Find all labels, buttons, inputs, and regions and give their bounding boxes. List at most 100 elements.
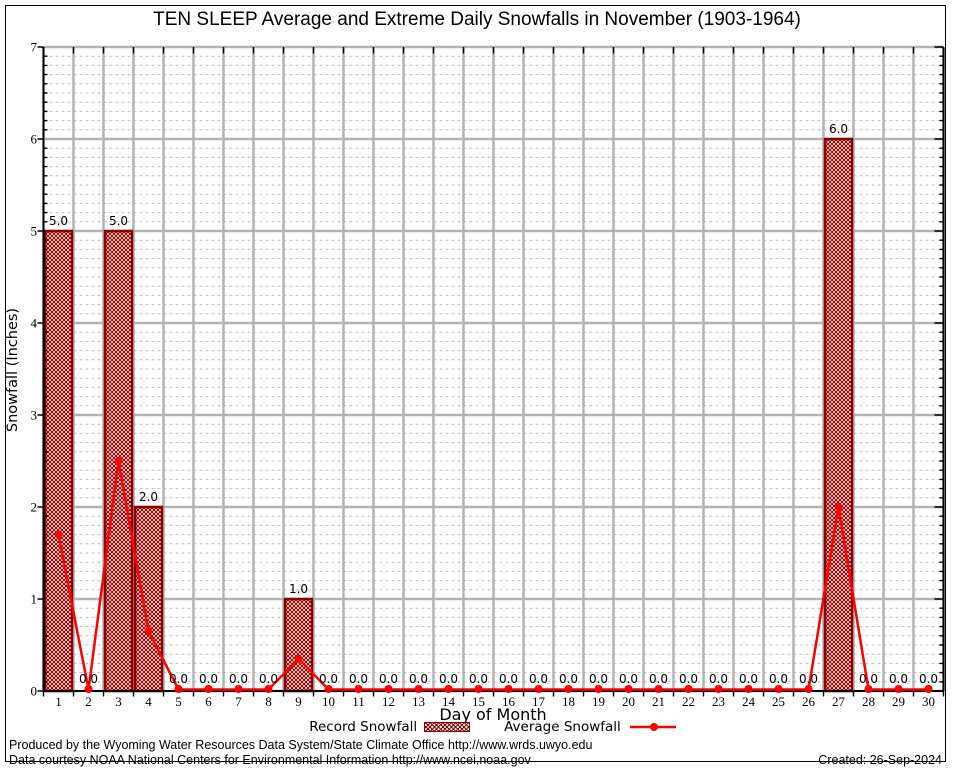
legend-average-label: Average Snowfall: [504, 719, 621, 735]
average-point-day-4: [144, 627, 153, 636]
bar-value-label-day-28: 0.0: [859, 672, 878, 686]
average-point-day-23: [714, 685, 723, 693]
x-tick-label-2: 2: [85, 694, 92, 709]
bar-value-label-day-12: 0.0: [379, 672, 398, 686]
average-point-day-7: [234, 685, 243, 693]
x-tick-label-29: 29: [892, 694, 905, 709]
x-tick-label-14: 14: [442, 694, 456, 709]
x-tick-label-17: 17: [532, 694, 546, 709]
x-tick-label-28: 28: [862, 694, 875, 709]
x-tick-label-26: 26: [802, 694, 816, 709]
bar-value-label-day-19: 0.0: [589, 672, 608, 686]
average-point-day-24: [744, 685, 753, 693]
bar-value-label-day-22: 0.0: [679, 672, 698, 686]
bar-value-label-day-17: 0.0: [529, 672, 548, 686]
x-tick-label-12: 12: [382, 694, 395, 709]
x-tick-label-7: 7: [235, 694, 242, 709]
x-tick-label-21: 21: [652, 694, 665, 709]
x-axis-title: Day of Month: [439, 705, 547, 724]
record-bar-day-1: [43, 229, 74, 693]
bar-value-label-day-13: 0.0: [409, 672, 428, 686]
average-point-day-21: [654, 685, 663, 693]
bar-value-label-day-2: 0.0: [79, 672, 98, 686]
average-point-day-12: [384, 685, 393, 693]
y-tick-label-2: 2: [31, 500, 38, 515]
y-tick-label-5: 5: [31, 224, 38, 239]
record-snowfall-swatch-icon: [424, 722, 471, 732]
y-tick-label-3: 3: [31, 408, 38, 423]
record-bar-day-3: [103, 229, 134, 693]
record-bar-day-27: [823, 137, 854, 693]
bar-value-label-day-9: 1.0: [289, 582, 308, 596]
bar-value-label-day-11: 0.0: [349, 672, 368, 686]
average-point-day-20: [624, 685, 633, 693]
bar-value-label-day-20: 0.0: [619, 672, 638, 686]
bar-value-label-day-14: 0.0: [439, 672, 458, 686]
y-tick-label-0: 0: [31, 684, 38, 699]
bar-value-label-day-27: 6.0: [829, 122, 848, 136]
average-point-day-14: [444, 685, 453, 693]
x-tick-label-4: 4: [145, 694, 152, 709]
x-tick-label-10: 10: [322, 694, 335, 709]
x-tick-label-6: 6: [205, 694, 212, 709]
bar-value-label-day-8: 0.0: [259, 672, 278, 686]
bar-value-label-day-6: 0.0: [199, 672, 218, 686]
footer-data-courtesy: Data courtesy NOAA National Centers for …: [9, 753, 531, 767]
bar-value-label-day-25: 0.0: [769, 672, 788, 686]
y-tick-label-7: 7: [31, 40, 38, 55]
bar-value-label-day-21: 0.0: [649, 672, 668, 686]
record-bar-day-9: [283, 597, 314, 693]
bar-value-label-day-16: 0.0: [499, 672, 518, 686]
average-point-day-5: [174, 685, 183, 693]
average-point-day-30: [924, 685, 933, 693]
average-point-day-19: [594, 685, 603, 693]
bar-value-label-day-3: 5.0: [109, 214, 128, 228]
bar-value-label-day-4: 2.0: [139, 490, 158, 504]
average-point-day-10: [324, 685, 333, 693]
average-point-day-9: [294, 654, 303, 663]
y-tick-label-1: 1: [31, 592, 38, 607]
footer-created-date: Created: 26-Sep-2024: [818, 753, 942, 767]
x-tick-label-23: 23: [712, 694, 725, 709]
bar-value-label-day-23: 0.0: [709, 672, 728, 686]
x-tick-label-20: 20: [622, 694, 635, 709]
x-tick-label-27: 27: [832, 694, 846, 709]
x-tick-label-11: 11: [352, 694, 365, 709]
x-tick-label-8: 8: [265, 694, 272, 709]
snowfall-chart: 5.0 0.0 5.0 2.0 0.0 0.0 0.0 0.0 1.0 0.0 0.0 0.0 0.0 0…: [31, 40, 945, 709]
average-point-day-3: [114, 457, 123, 465]
bar-value-label-day-24: 0.0: [739, 672, 758, 686]
average-point-day-17: [534, 685, 543, 693]
average-point-day-16: [504, 685, 513, 693]
x-tick-label-13: 13: [412, 694, 425, 709]
average-point-day-2: [84, 685, 93, 693]
bar-value-label-day-29: 0.0: [889, 672, 908, 686]
page-border-frame: [5, 5, 946, 762]
chart-title: TEN SLEEP Average and Extreme Daily Snow…: [153, 9, 801, 30]
x-tick-label-30: 30: [922, 694, 935, 709]
x-tick-label-18: 18: [562, 694, 575, 709]
average-point-day-1: [54, 530, 63, 539]
bar-value-label-day-26: 0.0: [799, 672, 818, 686]
chart-legend: Record Snowfall Average Snowfall: [0, 719, 954, 735]
bar-value-label-day-5: 0.0: [169, 672, 188, 686]
average-point-day-26: [804, 685, 813, 693]
average-point-day-28: [864, 685, 873, 693]
average-point-day-13: [414, 685, 423, 693]
x-tick-label-19: 19: [592, 694, 605, 709]
x-tick-label-24: 24: [742, 694, 756, 709]
average-point-day-8: [264, 685, 273, 693]
average-snowfall-line: [57, 460, 929, 691]
bar-value-label-day-10: 0.0: [319, 672, 338, 686]
bar-value-label-day-18: 0.0: [559, 672, 578, 686]
record-bar-day-4: [133, 505, 164, 693]
average-point-day-29: [894, 685, 903, 693]
x-tick-label-22: 22: [682, 694, 695, 709]
bar-value-label-day-1: 5.0: [49, 214, 68, 228]
footer-produced-by: Produced by the Wyoming Water Resources …: [9, 738, 593, 752]
bar-value-label-day-15: 0.0: [469, 672, 488, 686]
bar-value-label-day-7: 0.0: [229, 672, 248, 686]
x-tick-label-25: 25: [772, 694, 785, 709]
average-point-day-11: [354, 685, 363, 693]
x-tick-label-16: 16: [502, 694, 516, 709]
